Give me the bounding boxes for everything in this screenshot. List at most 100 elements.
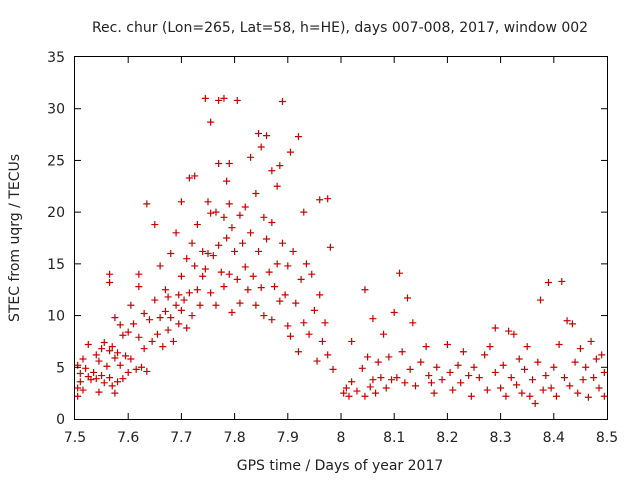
y-tick-label: 15: [47, 257, 65, 273]
data-point: [228, 308, 236, 316]
data-point: [122, 352, 130, 360]
data-point: [555, 341, 563, 349]
data-point: [558, 277, 566, 285]
data-point: [393, 374, 401, 382]
data-point: [207, 289, 215, 297]
data-point: [223, 177, 231, 185]
data-point: [268, 316, 276, 324]
data-point: [297, 275, 305, 283]
data-point: [310, 306, 318, 314]
data-point: [225, 200, 233, 208]
data-point: [204, 198, 212, 206]
x-tick-label: 8.4: [543, 430, 565, 446]
data-point: [148, 337, 156, 345]
data-point: [422, 343, 430, 351]
data-point: [177, 198, 185, 206]
data-point: [574, 389, 582, 397]
chart-title: Rec. chur (Lon=265, Lat=58, h=HE), days …: [92, 20, 588, 36]
data-point: [531, 399, 539, 407]
data-point: [95, 388, 103, 396]
data-point: [276, 162, 284, 170]
data-point: [156, 314, 164, 322]
data-point: [199, 272, 207, 280]
data-point: [201, 94, 209, 102]
data-point: [324, 195, 332, 203]
data-point: [185, 289, 193, 297]
data-point: [584, 393, 592, 401]
data-point: [467, 392, 475, 400]
data-points: [74, 94, 608, 407]
data-point: [369, 376, 377, 384]
data-point: [161, 286, 169, 294]
data-point: [185, 174, 193, 182]
data-point: [499, 361, 507, 369]
data-point: [215, 160, 223, 168]
data-point: [220, 94, 228, 102]
y-axis: 0 5 10 15 20 25 30 35: [47, 50, 607, 428]
data-point: [342, 384, 350, 392]
data-point: [172, 229, 180, 237]
data-point: [348, 378, 356, 386]
y-tick-label: 35: [47, 50, 65, 66]
data-point: [92, 375, 100, 383]
data-point: [90, 368, 98, 376]
data-point: [100, 379, 108, 387]
y-tick-label: 0: [56, 412, 65, 428]
data-point: [491, 368, 499, 376]
data-point: [135, 333, 143, 341]
data-point: [398, 348, 406, 356]
data-point: [308, 270, 316, 278]
data-point: [326, 243, 334, 251]
data-point: [74, 392, 82, 400]
data-point: [127, 355, 135, 363]
data-point: [79, 355, 87, 363]
data-point: [380, 330, 388, 338]
data-point: [390, 308, 398, 316]
data-point: [457, 379, 465, 387]
plot-frame: [74, 56, 608, 420]
y-tick-label: 20: [47, 205, 65, 221]
data-point: [164, 326, 172, 334]
data-point: [497, 384, 505, 392]
x-axis: 7.5 7.6 7.7 7.8 7.9 8 8.1 8.2 8.3 8.4 8.5: [64, 57, 618, 446]
data-point: [263, 235, 271, 243]
data-point: [143, 200, 151, 208]
data-point: [590, 374, 598, 382]
data-point: [183, 255, 191, 263]
data-point: [361, 392, 369, 400]
data-point: [204, 250, 212, 258]
data-point: [454, 361, 462, 369]
data-point: [207, 209, 215, 217]
y-axis-label: STEC from uqrg / TECUs: [7, 154, 23, 322]
data-point: [340, 389, 348, 397]
data-point: [513, 381, 521, 389]
data-point: [98, 345, 106, 353]
data-point: [92, 351, 100, 359]
data-point: [79, 386, 87, 394]
data-point: [294, 348, 302, 356]
data-point: [151, 296, 159, 304]
data-point: [225, 270, 233, 278]
data-point: [130, 320, 138, 328]
data-point: [510, 330, 518, 338]
data-point: [265, 268, 273, 276]
data-point: [534, 358, 542, 366]
data-point: [286, 332, 294, 340]
data-point: [177, 272, 185, 280]
x-axis-label: GPS time / Days of year 2017: [237, 458, 444, 474]
data-point: [507, 374, 515, 382]
data-point: [138, 363, 145, 371]
data-point: [220, 213, 228, 221]
data-point: [244, 286, 252, 294]
data-point: [470, 363, 478, 371]
data-point: [526, 392, 534, 400]
data-point: [249, 272, 257, 280]
data-point: [324, 351, 332, 359]
data-point: [385, 353, 393, 361]
data-point: [103, 362, 111, 370]
data-point: [241, 263, 249, 271]
data-point: [212, 208, 220, 216]
data-point: [547, 384, 555, 392]
data-point: [140, 345, 148, 353]
